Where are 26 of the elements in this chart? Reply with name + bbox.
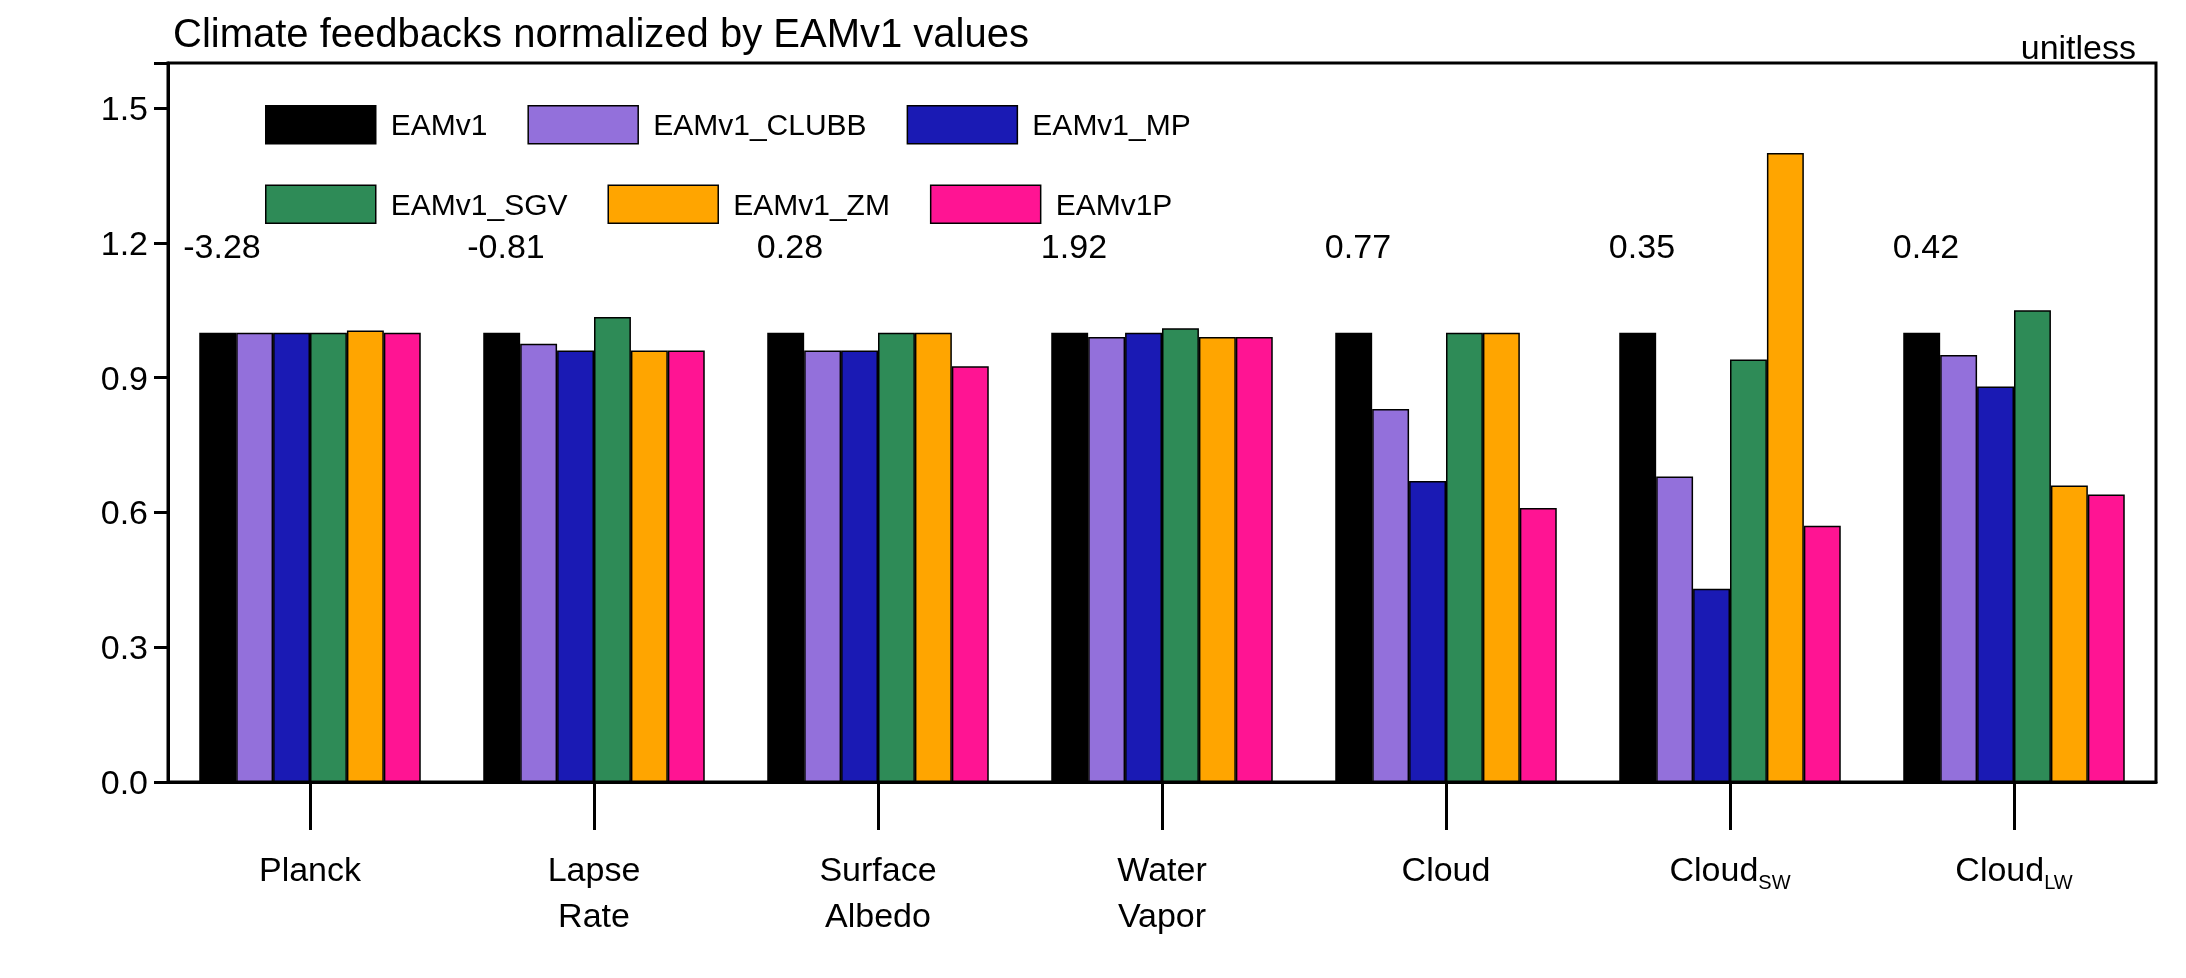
legend-label: EAMv1_ZM: [733, 187, 890, 221]
annotation: unitless: [2020, 28, 2136, 66]
y-tick-label: 0.9: [100, 358, 148, 397]
annotation: 0.77: [1324, 227, 1392, 266]
legend-label: EAMv1_MP: [1032, 108, 1191, 142]
annotation: 0.42: [1892, 227, 1960, 266]
x-tick-label: Planck: [258, 850, 363, 888]
y-tick-label: 1.2: [100, 223, 148, 262]
x-tick-label: Lapse Rate: [547, 850, 641, 934]
legend-label: EAMv1P: [1055, 187, 1173, 221]
annotation: -0.81: [467, 227, 545, 266]
y-tick-label: 0.3: [100, 628, 148, 667]
y-tick-label: 0.6: [100, 493, 148, 532]
legend-label: EAMv1: [390, 108, 488, 142]
chart-title: Climate feedbacks normalized by EAMv1 values: [173, 11, 1029, 55]
y-tick-label: 1.5: [100, 88, 148, 127]
x-tick-label: Surface Albedo: [819, 850, 937, 934]
x-tick-label: Water Vapor: [1117, 850, 1207, 934]
y-tick-label: 0.0: [100, 763, 148, 801]
annotation: 0.35: [1608, 227, 1676, 266]
annotation: 1.92: [1040, 227, 1108, 266]
annotation: -3.28: [183, 227, 261, 266]
annotation: 0.28: [756, 227, 824, 266]
legend-label: EAMv1_CLUBB: [653, 108, 867, 142]
x-tick-label: Cloud: [1401, 850, 1491, 888]
legend-label: EAMv1_SGV: [390, 187, 568, 221]
